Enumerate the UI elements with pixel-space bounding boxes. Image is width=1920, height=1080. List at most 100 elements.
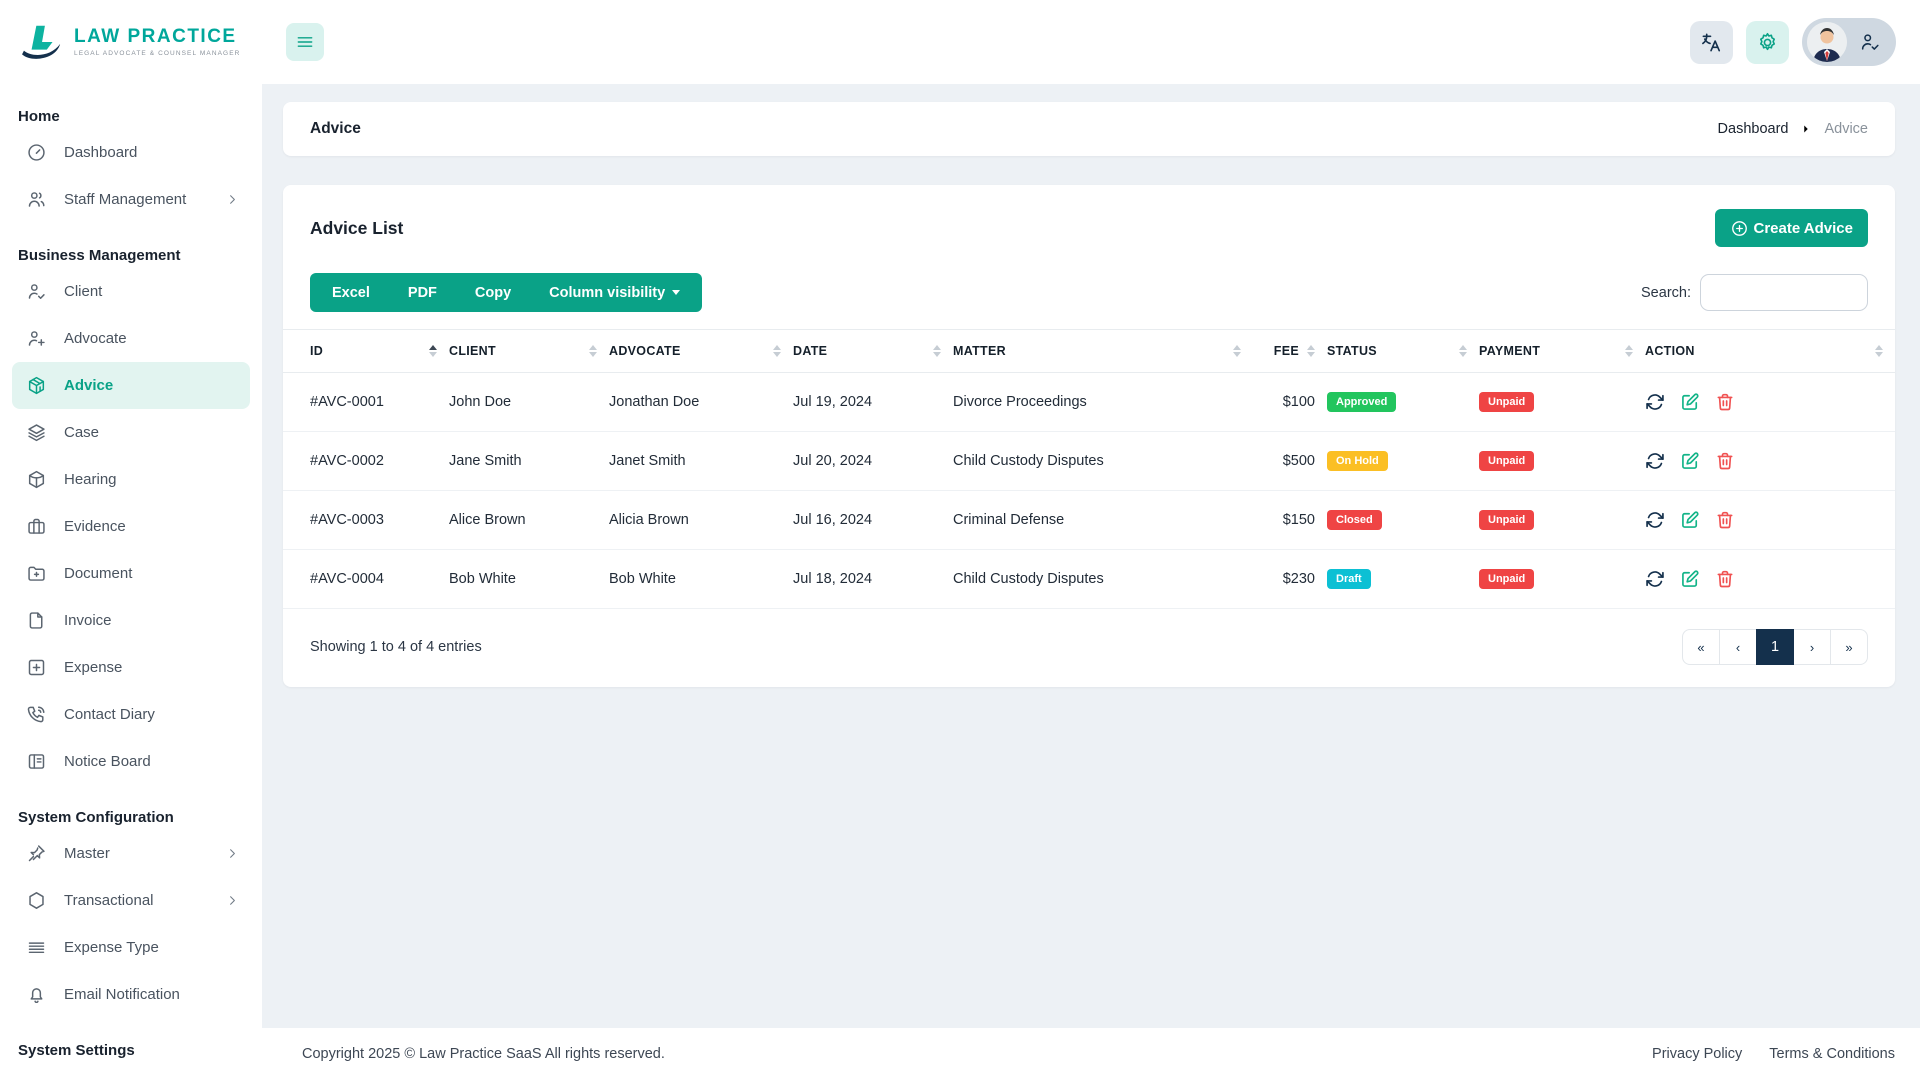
sidebar-item-notice-board[interactable]: Notice Board — [12, 738, 250, 785]
refresh-icon — [1646, 512, 1664, 529]
sidebar-item-contact-diary[interactable]: Contact Diary — [12, 691, 250, 738]
column-header-id[interactable]: ID — [283, 329, 449, 373]
cell-fee: $100 — [1253, 372, 1327, 433]
brand-logo[interactable]: LAW PRACTICE LEGAL ADVOCATE & COUNSEL MA… — [0, 0, 262, 84]
last-page-button[interactable]: » — [1830, 629, 1868, 666]
sidebar-item-email-notification[interactable]: Email Notification — [12, 971, 250, 1018]
delete-icon — [1717, 393, 1733, 411]
table-row: #AVC-0002 Jane Smith Janet Smith Jul 20, 20… — [283, 431, 1895, 492]
sidebar-item-master[interactable]: Master — [12, 830, 250, 877]
delete-icon — [1717, 452, 1733, 470]
sidebar-item-label: Staff Management — [64, 191, 187, 208]
sidebar-item-dashboard[interactable]: Dashboard — [12, 129, 250, 176]
settings-button[interactable] — [1746, 20, 1789, 64]
column-header-status[interactable]: STATUS — [1327, 329, 1479, 373]
edit-button[interactable] — [1680, 451, 1700, 471]
sidebar-item-advice[interactable]: Advice — [12, 362, 250, 409]
delete-button[interactable] — [1715, 569, 1735, 589]
user-check-icon — [1859, 31, 1881, 53]
sidebar-section-title: Business Management — [18, 247, 181, 264]
edit-icon — [1682, 570, 1699, 588]
sidebar-item-document[interactable]: Document — [12, 550, 250, 597]
sidebar-item-transactional[interactable]: Transactional — [12, 877, 250, 924]
delete-button[interactable] — [1715, 392, 1735, 412]
cell-payment: Unpaid — [1479, 549, 1645, 610]
column-label: ADVOCATE — [609, 344, 681, 358]
export-pdf-button[interactable]: PDF — [389, 273, 456, 312]
hexagon-icon — [26, 890, 47, 911]
sidebar-item-case[interactable]: Case — [12, 409, 250, 456]
refresh-button[interactable] — [1645, 451, 1665, 471]
cell-date: Jul 20, 2024 — [793, 431, 953, 492]
refresh-button[interactable] — [1645, 392, 1665, 412]
plus-circle-icon — [1730, 219, 1749, 238]
sidebar: LAW PRACTICE LEGAL ADVOCATE & COUNSEL MA… — [0, 0, 262, 1080]
avatar — [1807, 22, 1847, 62]
column-header-payment[interactable]: PAYMENT — [1479, 329, 1645, 373]
box-3d-icon — [26, 375, 47, 396]
sidebar-item-expense-type[interactable]: Expense Type — [12, 924, 250, 971]
column-header-action[interactable]: ACTION — [1645, 329, 1895, 373]
next-page-button[interactable]: › — [1793, 629, 1831, 666]
sidebar-nav: Home Dashboard Staff Management Business Ma… — [0, 100, 262, 1059]
cell-client: Alice Brown — [449, 490, 609, 551]
delete-button[interactable] — [1715, 510, 1735, 530]
sidebar-item-advocate[interactable]: Advocate — [12, 315, 250, 362]
delete-button[interactable] — [1715, 451, 1735, 471]
export-copy-button[interactable]: Copy — [456, 273, 530, 312]
breadcrumb: Dashboard Advice — [1718, 121, 1868, 137]
sidebar-item-invoice[interactable]: Invoice — [12, 597, 250, 644]
first-page-button[interactable]: « — [1682, 629, 1720, 666]
edit-button[interactable] — [1680, 510, 1700, 530]
gear-icon — [1756, 31, 1779, 54]
export-excel-button[interactable]: Excel — [313, 273, 389, 312]
delete-icon — [1717, 512, 1733, 529]
column-label: DATE — [793, 344, 828, 358]
column-label: CLIENT — [449, 344, 496, 358]
sidebar-item-staff-management[interactable]: Staff Management — [12, 176, 250, 223]
column-header-fee[interactable]: FEE — [1253, 329, 1327, 373]
sidebar-item-client[interactable]: Client — [12, 268, 250, 315]
cell-id: #AVC-0004 — [283, 549, 449, 610]
cell-payment: Unpaid — [1479, 490, 1645, 551]
sidebar-item-expense[interactable]: Expense — [12, 644, 250, 691]
user-menu[interactable] — [1802, 18, 1896, 66]
create-advice-button[interactable]: Create Advice — [1714, 209, 1868, 247]
sidebar-toggle-button[interactable] — [286, 23, 324, 61]
sidebar-item-evidence[interactable]: Evidence — [12, 503, 250, 550]
user-plus-icon — [26, 328, 47, 349]
search-input[interactable] — [1700, 274, 1868, 311]
footer-link-terms-conditions[interactable]: Terms & Conditions — [1769, 1046, 1895, 1062]
footer-link-privacy-policy[interactable]: Privacy Policy — [1652, 1046, 1743, 1062]
sidebar-item-hearing[interactable]: Hearing — [12, 456, 250, 503]
advice-table: ID CLIENT ADVOCATE DATE MATTER FEE STATUS PAYME… — [283, 329, 1895, 610]
page-1-button[interactable]: 1 — [1756, 629, 1794, 666]
column-header-advocate[interactable]: ADVOCATE — [609, 329, 793, 373]
status-badge: Draft — [1327, 569, 1371, 590]
edit-button[interactable] — [1680, 392, 1700, 412]
column-header-date[interactable]: DATE — [793, 329, 953, 373]
sidebar-section-title: System Configuration — [18, 809, 174, 826]
cell-id: #AVC-0001 — [283, 372, 449, 433]
cell-payment: Unpaid — [1479, 431, 1645, 492]
brand-logo-icon — [22, 25, 61, 59]
column-header-matter[interactable]: MATTER — [953, 329, 1253, 373]
status-badge: Approved — [1327, 392, 1397, 413]
refresh-button[interactable] — [1645, 569, 1665, 589]
sidebar-item-label: Expense — [64, 659, 123, 676]
sidebar-item-label: Advocate — [64, 330, 127, 347]
column-header-client[interactable]: CLIENT — [449, 329, 609, 373]
cell-matter: Child Custody Disputes — [953, 549, 1253, 610]
sort-arrows-icon — [1617, 345, 1633, 357]
column-visibility-button[interactable]: Column visibility — [530, 273, 699, 312]
cell-advocate: Alicia Brown — [609, 490, 793, 551]
translate-button[interactable] — [1690, 20, 1733, 64]
sidebar-section-title: System Settings — [18, 1042, 135, 1059]
lines-icon — [26, 937, 47, 958]
breadcrumb-item[interactable]: Dashboard — [1717, 121, 1789, 137]
sidebar-item-label: Advice — [64, 377, 114, 394]
sort-arrows-icon — [1451, 345, 1467, 357]
refresh-button[interactable] — [1645, 510, 1665, 530]
prev-page-button[interactable]: ‹ — [1719, 629, 1757, 666]
edit-button[interactable] — [1680, 569, 1700, 589]
